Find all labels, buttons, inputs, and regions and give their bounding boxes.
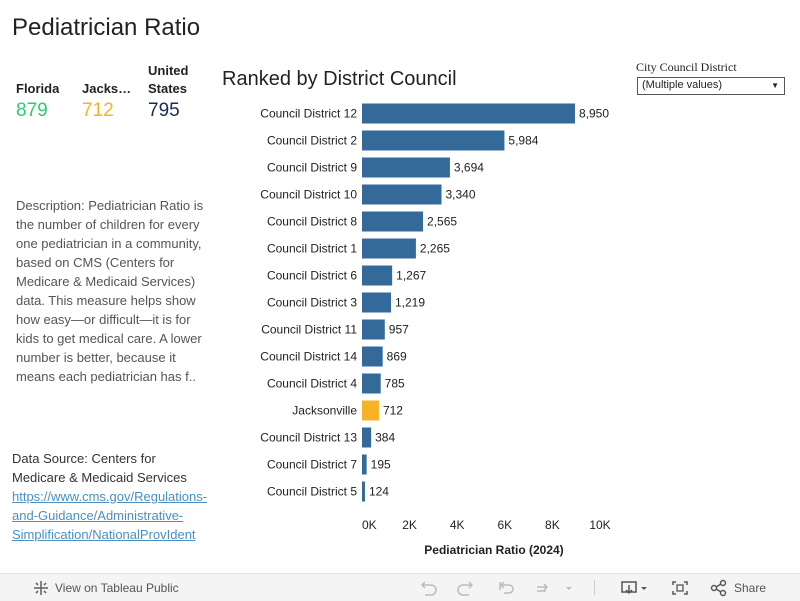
redo-button[interactable] — [456, 574, 476, 601]
kpi-label: Florida — [16, 81, 60, 96]
filter-label: City Council District — [636, 60, 737, 74]
category-label: Council District 6 — [267, 269, 357, 283]
kpi-florida: Florida 879 — [16, 80, 59, 122]
bar[interactable] — [362, 373, 381, 394]
council-district-filter[interactable]: (Multiple values) ▼ — [637, 77, 785, 95]
kpi-jacksonville: Jackson.. 712 — [82, 80, 138, 122]
kpi-label: United — [148, 63, 189, 78]
category-label: Council District 8 — [267, 215, 357, 229]
link-line[interactable]: https://www.cms.gov/Regulations- — [12, 489, 208, 504]
x-tick-label: 4K — [450, 518, 465, 532]
refresh-button[interactable] — [534, 574, 574, 601]
bar[interactable] — [362, 319, 385, 340]
download-icon — [621, 580, 647, 594]
kpi-label: States — [148, 81, 188, 96]
description-text: Description: Pediatrician Ratio is the n… — [16, 198, 204, 384]
bar[interactable] — [362, 427, 372, 448]
x-tick-label: 10K — [589, 518, 610, 532]
undo-button[interactable] — [418, 574, 438, 601]
category-label: Jacksonville — [292, 404, 357, 418]
value-label: 3,694 — [454, 161, 484, 175]
value-label: 869 — [387, 350, 407, 364]
share-label: Share — [734, 580, 767, 595]
category-label: Council District 10 — [260, 188, 357, 202]
revert-icon — [499, 580, 514, 594]
bar[interactable] — [362, 400, 379, 421]
category-label: Council District 14 — [260, 350, 357, 364]
kpi-value: 879 — [16, 100, 48, 121]
x-tick-label: 6K — [497, 518, 512, 532]
value-label: 2,565 — [427, 215, 457, 229]
toolbar: View on Tableau Public — [0, 573, 800, 601]
category-label: Council District 5 — [267, 485, 357, 499]
toolbar-divider — [594, 580, 595, 595]
data-source-label: Data Source: Centers for Medicare & Medi… — [12, 451, 187, 485]
fullscreen-icon — [672, 580, 688, 595]
redo-icon — [457, 580, 474, 596]
kpi-label: Jackson.. — [82, 81, 138, 96]
x-tick-label: 2K — [402, 518, 417, 532]
category-label: Council District 11 — [261, 323, 357, 337]
value-label: 712 — [383, 404, 403, 418]
bar[interactable] — [362, 184, 442, 205]
link-line[interactable]: and-Guidance/Administrative- — [12, 508, 184, 523]
category-label: Council District 3 — [267, 296, 357, 310]
bar[interactable] — [362, 292, 392, 313]
link-line[interactable]: Simplification/NationalProvIdent — [12, 527, 196, 542]
value-label: 785 — [385, 377, 405, 391]
bar-chart: Council District 12 8,950 Council District… — [260, 103, 611, 557]
x-axis-label: Pediatrician Ratio (2024) — [424, 543, 563, 557]
page-title: Pediatrician Ratio — [12, 14, 201, 41]
share-icon — [710, 579, 727, 596]
tableau-logo-icon — [34, 580, 48, 595]
kpi-value: 795 — [148, 100, 180, 121]
value-label: 3,340 — [445, 188, 475, 202]
category-label: Council District 4 — [267, 377, 357, 391]
bar[interactable] — [362, 130, 505, 151]
value-label: 124 — [369, 485, 389, 499]
kpi-united-states: United States 795 — [148, 62, 188, 122]
bar[interactable] — [362, 211, 424, 232]
value-label: 957 — [389, 323, 409, 337]
bar[interactable] — [362, 454, 367, 475]
bar[interactable] — [362, 346, 383, 367]
share-button[interactable]: Share — [710, 574, 766, 601]
value-label: 5,984 — [508, 134, 538, 148]
bar[interactable] — [362, 157, 450, 178]
bar[interactable] — [362, 238, 416, 259]
undo-icon — [420, 580, 437, 596]
kpi-value: 712 — [82, 100, 114, 121]
bar[interactable] — [362, 103, 576, 124]
chart-title: Ranked by District Council — [222, 68, 457, 90]
dropdown-arrow-icon[interactable]: ▼ — [771, 81, 779, 90]
value-label: 195 — [371, 458, 391, 472]
value-label: 384 — [375, 431, 395, 445]
category-label: Council District 7 — [267, 458, 357, 472]
value-label: 8,950 — [579, 107, 609, 121]
data-source: Data Source: Centers for Medicare & Medi… — [12, 449, 210, 544]
bar[interactable] — [362, 265, 393, 286]
category-label: Council District 1 — [267, 242, 357, 256]
value-label: 1,219 — [395, 296, 425, 310]
refresh-icon — [537, 582, 572, 592]
filter-value: (Multiple values) — [642, 79, 723, 91]
data-source-link[interactable]: https://www.cms.gov/Regulations- and-Gui… — [12, 487, 210, 544]
x-tick-label: 8K — [545, 518, 560, 532]
revert-button[interactable] — [496, 574, 516, 601]
x-tick-label: 0K — [362, 518, 377, 532]
category-label: Council District 13 — [260, 431, 357, 445]
download-button[interactable] — [620, 574, 652, 601]
view-on-tableau-button[interactable]: View on Tableau Public — [32, 574, 179, 601]
fullscreen-button[interactable] — [670, 574, 690, 601]
bar[interactable] — [362, 481, 365, 502]
view-on-tableau-label: View on Tableau Public — [55, 580, 179, 595]
category-label: Council District 12 — [260, 107, 357, 121]
value-label: 2,265 — [420, 242, 450, 256]
category-label: Council District 9 — [267, 161, 357, 175]
category-label: Council District 2 — [267, 134, 357, 148]
value-label: 1,267 — [396, 269, 426, 283]
